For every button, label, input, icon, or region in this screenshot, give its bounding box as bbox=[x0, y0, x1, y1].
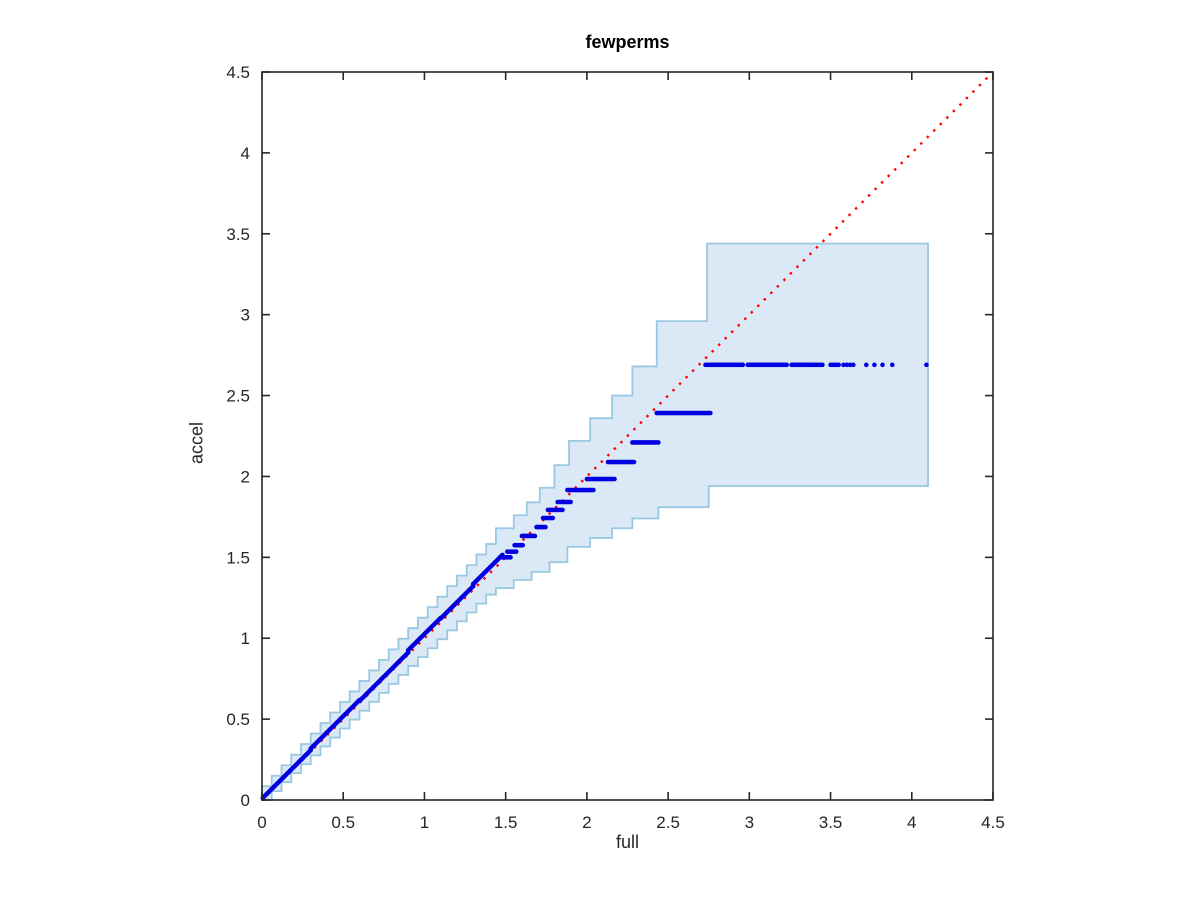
y-tick-label: 4 bbox=[241, 144, 250, 163]
axis-ticks bbox=[261, 71, 994, 801]
y-tick-label: 1 bbox=[241, 629, 250, 648]
x-tick-label: 1 bbox=[420, 813, 429, 832]
chart-title: fewperms bbox=[585, 32, 670, 52]
y-tick-label: 3.5 bbox=[226, 225, 250, 244]
qq-scatter bbox=[260, 362, 929, 801]
x-tick-label: 3.5 bbox=[819, 813, 843, 832]
y-tick-label: 3 bbox=[241, 306, 250, 325]
axis-box bbox=[261, 71, 994, 801]
x-axis-label: full bbox=[615, 832, 639, 852]
x-tick-label: 1.5 bbox=[494, 813, 518, 832]
x-tick-label: 0.5 bbox=[331, 813, 355, 832]
y-tick-label: 4.5 bbox=[226, 63, 250, 82]
y-axis-label: accel bbox=[186, 421, 207, 465]
x-tick-label: 2.5 bbox=[656, 813, 680, 832]
x-tick-label: 3 bbox=[745, 813, 754, 832]
x-tick-label: 2 bbox=[582, 813, 591, 832]
reference-line bbox=[261, 71, 994, 801]
tick-labels: 0 0.5 1 1.5 2 2.5 3 3.5 4 4.5 0 0.5 1 1.5 2 2.5 3 3.5 4 4.5 bbox=[226, 63, 1004, 832]
y-tick-label: 2.5 bbox=[226, 387, 250, 406]
y-tick-label: 0.5 bbox=[226, 710, 250, 729]
x-tick-label: 4 bbox=[907, 813, 916, 832]
y-tick-label: 2 bbox=[241, 467, 250, 486]
confidence-band bbox=[261, 242, 929, 801]
x-tick-label: 0 bbox=[257, 813, 266, 832]
y-tick-label: 0 bbox=[241, 791, 250, 810]
x-tick-label: 4.5 bbox=[981, 813, 1005, 832]
y-tick-label: 1.5 bbox=[226, 548, 250, 567]
